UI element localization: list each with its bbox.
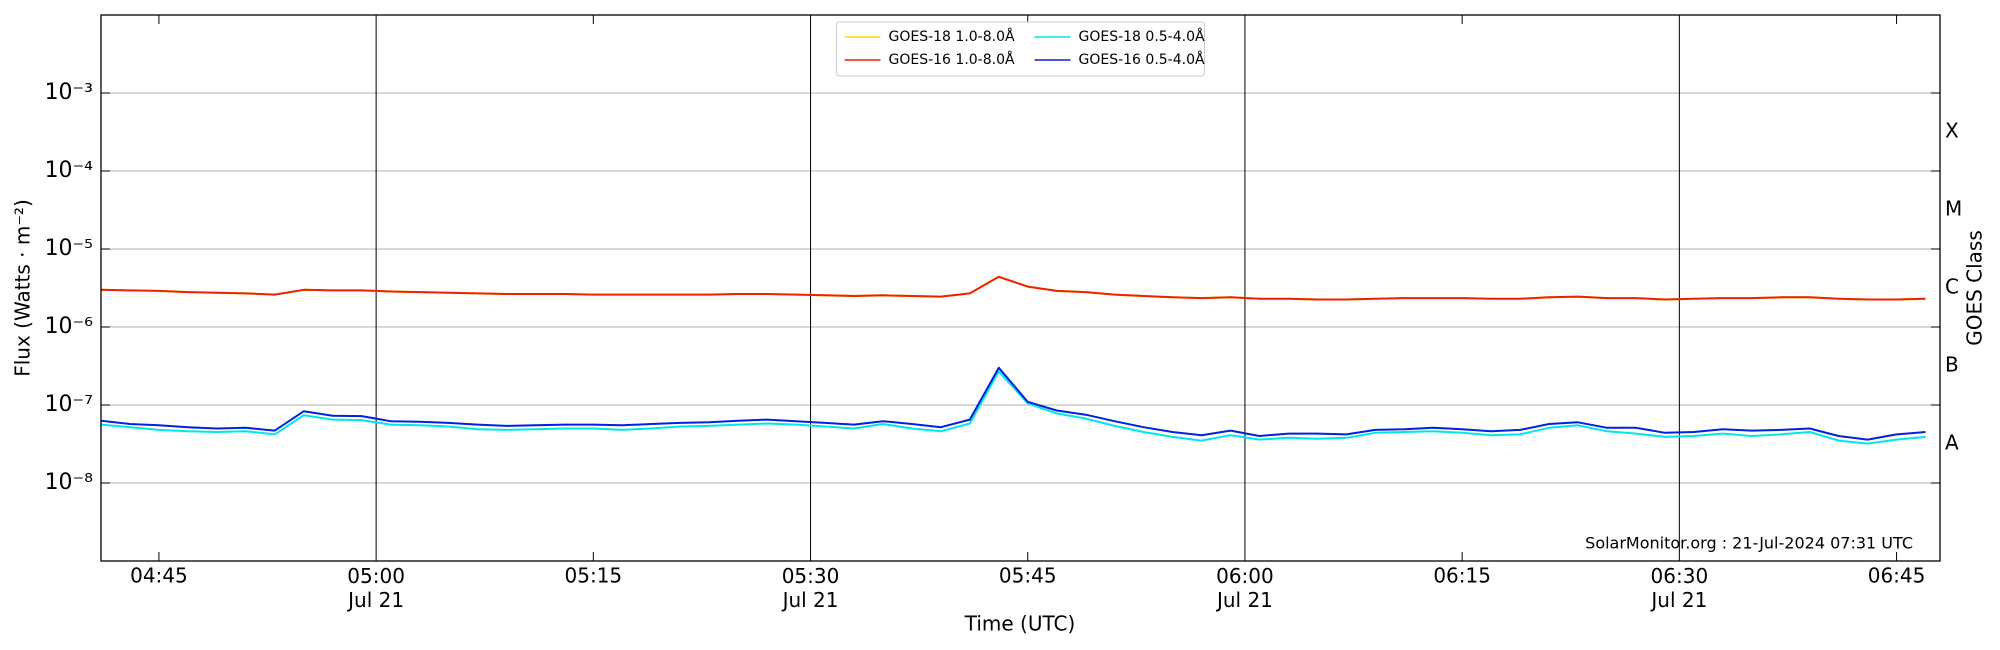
- legend-box: [836, 21, 1205, 77]
- legend-label: GOES-18 1.0-8.0Å: [889, 28, 1015, 45]
- legend-label: GOES-16 0.5-4.0Å: [1079, 51, 1205, 68]
- tick-label-line: 05:00: [347, 564, 405, 588]
- y-tick-label: 10⁻⁴: [45, 158, 94, 183]
- tick-label-line: Jul 21: [346, 588, 404, 612]
- tick-label-line: Jul 21: [1649, 588, 1707, 612]
- legend-label: GOES-16 1.0-8.0Å: [889, 51, 1015, 68]
- y-tick-label: 10⁻⁸: [45, 470, 94, 495]
- y2-tick-label: X: [1945, 119, 1959, 143]
- x-tick-label: 06:30 Jul 21: [1649, 564, 1708, 612]
- x-tick-label: 06:15: [1433, 564, 1491, 588]
- series-line: [100, 275, 1926, 301]
- legend-label: GOES-18 0.5-4.0Å: [1079, 28, 1205, 45]
- tick-label-line: Jul 21: [1215, 588, 1273, 612]
- series-line: [100, 370, 1926, 445]
- tick-label-line: 06:00: [1216, 564, 1274, 588]
- y-tick-label: 10⁻³: [45, 80, 93, 105]
- x-tick-label: 05:30 Jul 21: [781, 564, 840, 612]
- y-tick-label: 10⁻⁵: [45, 236, 93, 261]
- y2-axis-label: GOES Class: [1963, 230, 1987, 346]
- x-tick-label: 05:45: [999, 564, 1057, 588]
- y2-tick-label: C: [1945, 275, 1959, 299]
- x-tick-label: 04:45: [130, 564, 188, 588]
- x-tick-label: 05:00 Jul 21: [346, 564, 405, 612]
- x-tick-label: 06:00 Jul 21: [1215, 564, 1274, 612]
- y-tick-label: 10⁻⁶: [45, 314, 94, 339]
- y-tick-label: 10⁻⁷: [45, 392, 93, 417]
- y2-tick-label: B: [1945, 353, 1959, 377]
- tick-label-line: 06:30: [1651, 564, 1709, 588]
- x-tick-label: 06:45: [1868, 564, 1926, 588]
- x-axis-label: Time (UTC): [964, 612, 1076, 636]
- plot-frame: [100, 14, 1941, 562]
- series-line: [100, 366, 1926, 441]
- tick-label-line: Jul 21: [781, 588, 839, 612]
- x-tick-label: 05:15: [565, 564, 623, 588]
- y2-tick-label: A: [1945, 431, 1959, 455]
- y-axis-label: Flux (Watts · m⁻²): [11, 199, 35, 377]
- y2-tick-label: M: [1945, 197, 1962, 221]
- tick-label-line: 05:30: [782, 564, 840, 588]
- annotation: SolarMonitor.org : 21-Jul-2024 07:31 UTC: [1585, 534, 1913, 553]
